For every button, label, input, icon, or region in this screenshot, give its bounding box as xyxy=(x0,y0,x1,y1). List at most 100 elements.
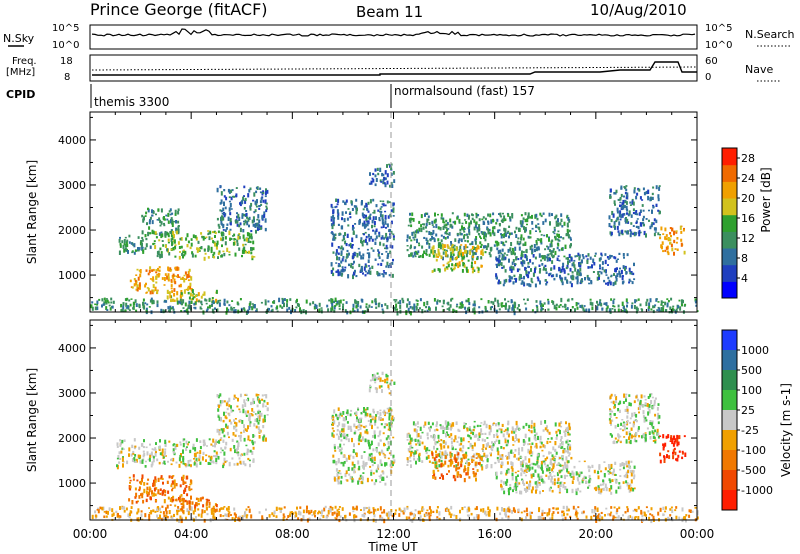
echo-cell xyxy=(476,244,479,247)
echo-cell xyxy=(637,225,640,230)
echo-cell xyxy=(330,223,333,227)
echo-cell xyxy=(302,309,305,314)
echo-cell xyxy=(182,250,185,254)
echo-cell xyxy=(144,513,147,518)
cpid-label: CPID xyxy=(6,88,35,101)
echo-cell xyxy=(599,257,602,261)
echo-cell xyxy=(179,515,182,519)
echo-cell xyxy=(223,298,226,303)
echo-cell xyxy=(182,456,185,460)
echo-cell xyxy=(458,251,461,256)
echo-cell xyxy=(669,514,672,517)
echo-cell xyxy=(166,218,169,221)
echo-cell xyxy=(325,515,328,519)
echo-cell xyxy=(463,424,466,429)
echo-cell xyxy=(467,514,470,518)
echo-cell xyxy=(554,441,557,446)
echo-cell xyxy=(367,439,370,445)
echo-cell xyxy=(222,236,225,241)
echo-cell xyxy=(386,475,388,478)
echo-cell xyxy=(260,203,263,206)
echo-cell xyxy=(136,512,139,515)
echo-cell xyxy=(375,388,378,394)
echo-cell xyxy=(394,300,397,303)
echo-cell xyxy=(639,196,642,200)
echo-cell xyxy=(613,256,616,259)
echo-cell xyxy=(258,412,261,416)
echo-cell xyxy=(162,244,165,247)
echo-cell xyxy=(179,251,181,253)
echo-cell xyxy=(609,188,612,193)
echo-cell xyxy=(126,460,129,465)
echo-cell xyxy=(199,247,202,250)
echo-cell xyxy=(379,475,382,479)
echo-cell xyxy=(158,232,161,236)
echo-cell xyxy=(579,263,582,266)
echo-cell xyxy=(446,254,449,258)
echo-cell xyxy=(367,216,370,220)
echo-cell xyxy=(142,446,145,449)
echo-cell xyxy=(468,508,471,512)
echo-cell xyxy=(349,475,352,480)
echo-cell xyxy=(504,228,507,233)
echo-cell xyxy=(427,215,430,218)
echo-cell xyxy=(387,215,390,219)
echo-cell xyxy=(624,267,626,271)
echo-cell xyxy=(574,255,577,258)
echo-cell xyxy=(668,517,671,521)
echo-cell xyxy=(351,208,354,211)
echo-cell xyxy=(350,245,352,248)
echo-cell xyxy=(521,265,524,267)
echo-cell xyxy=(618,221,621,226)
echo-cell xyxy=(513,278,516,280)
echo-cell xyxy=(450,267,453,270)
echo-cell xyxy=(532,272,535,277)
echo-cell xyxy=(169,267,172,270)
echo-cell xyxy=(363,465,365,470)
echo-cell xyxy=(164,455,167,457)
echo-cell xyxy=(262,403,265,408)
echo-cell xyxy=(230,405,232,409)
echo-cell xyxy=(202,496,204,499)
echo-cell xyxy=(200,308,203,310)
echo-cell xyxy=(223,451,226,456)
echo-cell xyxy=(374,238,377,241)
echo-cell xyxy=(218,404,220,409)
echo-cell xyxy=(389,235,392,239)
echo-cell xyxy=(453,514,456,517)
echo-cell xyxy=(608,223,611,228)
echo-cell xyxy=(685,514,688,517)
echo-cell xyxy=(547,431,550,434)
echo-cell xyxy=(468,434,471,438)
echo-cell xyxy=(265,508,267,511)
echo-cell xyxy=(143,216,145,221)
echo-cell xyxy=(480,298,483,301)
echo-cell xyxy=(411,217,414,221)
echo-cell xyxy=(476,227,479,230)
echo-cell xyxy=(384,462,386,467)
echo-cell xyxy=(298,511,300,515)
echo-cell xyxy=(608,309,611,312)
echo-cell xyxy=(495,423,497,427)
echo-cell xyxy=(528,458,531,463)
echo-cell xyxy=(379,207,382,210)
echo-cell xyxy=(376,468,379,471)
echo-cell xyxy=(477,245,480,250)
echo-cell xyxy=(310,509,313,514)
echo-cell xyxy=(473,303,476,307)
echo-cell xyxy=(639,231,642,234)
echo-cell xyxy=(215,439,218,444)
echo-cell xyxy=(145,282,147,286)
echo-cell xyxy=(680,238,683,242)
echo-cell xyxy=(368,265,370,267)
echo-cell xyxy=(246,451,249,456)
echo-cell xyxy=(465,299,468,303)
echo-cell xyxy=(484,432,487,435)
echo-cell xyxy=(342,234,345,240)
echo-cell xyxy=(264,227,267,232)
echo-cell xyxy=(503,219,506,222)
echo-cell xyxy=(255,186,258,189)
echo-cell xyxy=(334,449,337,452)
echo-cell xyxy=(208,505,211,508)
echo-cell xyxy=(622,205,625,210)
